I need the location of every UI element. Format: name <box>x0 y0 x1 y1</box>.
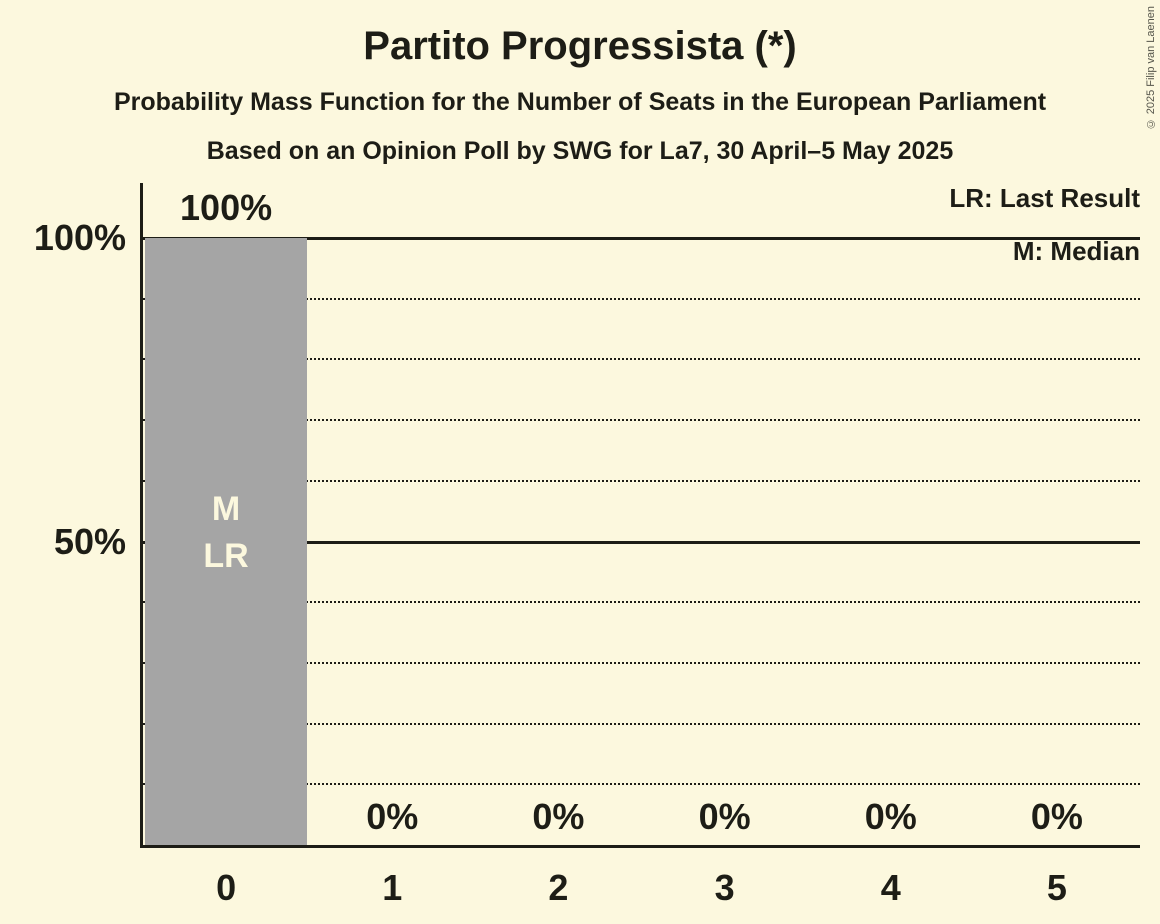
y-tick-label: 50% <box>53 520 126 562</box>
bar-value-label: 0% <box>698 796 751 837</box>
bar-value-label: 0% <box>532 796 585 837</box>
gridline-60 <box>143 479 1140 482</box>
chart-subtitle: Probability Mass Function for the Number… <box>113 88 1047 116</box>
y-axis-line <box>140 183 143 848</box>
gridline-70 <box>143 419 1140 422</box>
x-tick-label: 4 <box>880 867 901 908</box>
chart-title: Partito Progressista (*) <box>363 24 797 68</box>
bar-annotation-line: LR <box>203 536 249 575</box>
bar-annotation-line: M <box>211 489 241 528</box>
gridline-40 <box>143 601 1140 604</box>
gridline-80 <box>143 358 1140 361</box>
gridline-30 <box>143 661 1140 664</box>
x-tick-label: 5 <box>1046 867 1067 908</box>
x-tick-label: 1 <box>382 867 403 908</box>
y-tick-label: 100% <box>33 217 126 258</box>
chart-sub-subtitle: Based on an Opinion Poll by SWG for La7,… <box>206 137 954 165</box>
legend-median-label: M: Median <box>1012 236 1140 266</box>
copyright-text: © 2025 Filip van Laenen <box>1145 6 1157 130</box>
x-axis-line <box>140 845 1140 848</box>
legend-last-result-label: LR: Last Result <box>949 183 1140 213</box>
x-tick-label: 2 <box>548 867 569 908</box>
gridline-90 <box>143 297 1140 300</box>
bar-value-label: 0% <box>366 796 419 837</box>
bar-value-label: 100% <box>180 187 273 228</box>
bar <box>145 238 307 845</box>
x-tick-label: 0 <box>216 867 237 908</box>
gridline-20 <box>143 722 1140 725</box>
bar-value-label: 0% <box>1030 796 1083 837</box>
gridline-50 <box>143 540 1140 544</box>
bar-value-label: 0% <box>864 796 917 837</box>
x-tick-label: 3 <box>714 867 735 908</box>
bar-annotation: M LR <box>145 486 306 580</box>
gridline-100 <box>143 237 1140 240</box>
gridline-10 <box>143 783 1140 786</box>
